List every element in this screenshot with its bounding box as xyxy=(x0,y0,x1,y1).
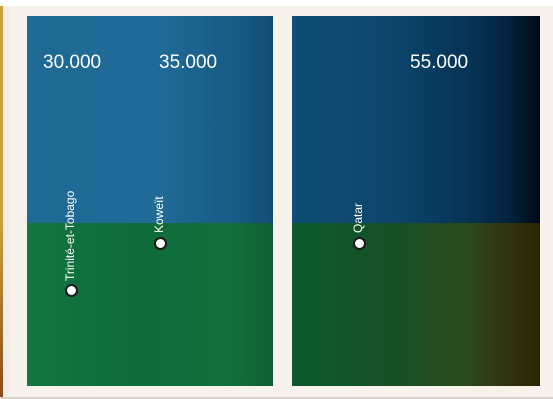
window-edge-inner xyxy=(3,6,9,399)
panel-ground xyxy=(27,223,273,386)
panel-sky xyxy=(292,16,540,223)
chart-panel-left: 30.000 35.000 Trinité-et-Tobago Koweït xyxy=(27,16,273,386)
axis-tick-label: 30.000 xyxy=(43,52,102,73)
data-point-label: Qatar xyxy=(351,202,365,233)
data-point-marker[interactable] xyxy=(353,237,366,250)
chart-panel-right: 55.000 Qatar xyxy=(292,16,540,386)
data-point-marker[interactable] xyxy=(65,284,78,297)
data-point-label: Trinité-et-Tobago xyxy=(63,190,77,281)
window-edge xyxy=(0,6,3,399)
top-strip xyxy=(0,0,553,6)
data-point-marker[interactable] xyxy=(154,237,167,250)
axis-tick-label: 35.000 xyxy=(159,52,218,73)
page-bottom-edge xyxy=(0,397,553,399)
panel-sky xyxy=(27,16,273,223)
panel-ground xyxy=(292,223,540,386)
axis-tick-label: 55.000 xyxy=(410,52,469,73)
data-point-label: Koweït xyxy=(152,196,166,233)
